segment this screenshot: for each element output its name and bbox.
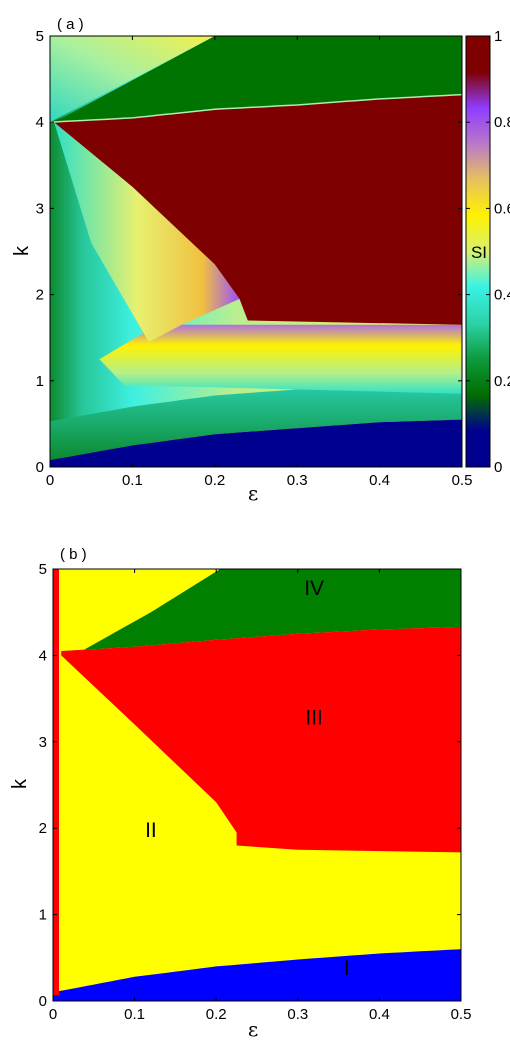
panel-b-label: ( b ) xyxy=(60,546,87,563)
x-tick-label: 0.4 xyxy=(369,472,390,489)
region-iii xyxy=(61,626,461,853)
y-tick-label: 0 xyxy=(36,459,44,476)
colorbar-tick-label: 0 xyxy=(494,459,502,476)
y-tick-label: 2 xyxy=(39,820,47,837)
y-tick-label: 2 xyxy=(36,287,44,304)
upper-boundary-line xyxy=(49,93,463,123)
y-tick-label: 3 xyxy=(39,734,47,751)
y-tick-label: 4 xyxy=(39,647,47,664)
panel-a-y-ticks: 0 1 2 3 4 5 xyxy=(36,28,462,476)
colorbar-tick-label: 1 xyxy=(494,28,502,45)
panel-b-y-ticks: 0 1 2 3 4 5 xyxy=(39,561,461,1010)
colorbar-label: SI xyxy=(471,243,487,262)
panel-a-y-axis-label: k xyxy=(11,245,33,256)
colorbar-tick-label: 0.2 xyxy=(494,373,510,390)
region-i xyxy=(53,949,461,1001)
x-tick-label: 0.3 xyxy=(287,472,308,489)
x-tick-label: 0 xyxy=(49,1006,57,1023)
region-label: II xyxy=(145,819,157,842)
x-tick-label: 0.1 xyxy=(124,1006,145,1023)
y-tick-label: 1 xyxy=(39,907,47,924)
region-iv xyxy=(61,569,461,652)
x-tick-label: 0 xyxy=(46,472,54,489)
si-middle-band xyxy=(99,324,463,394)
x-tick-label: 0.2 xyxy=(206,1006,227,1023)
x-tick-label: 0.5 xyxy=(452,472,473,489)
x-tick-label: 0.5 xyxy=(451,1006,472,1023)
colorbar-ticks: 0 0.2 0.4 0.6 0.8 1 xyxy=(466,28,510,476)
panel-a-frame xyxy=(49,35,463,468)
y-tick-label: 3 xyxy=(36,200,44,217)
panel-b-frame xyxy=(52,568,462,1002)
x-tick-label: 0.4 xyxy=(369,1006,390,1023)
si-wedge xyxy=(54,122,240,342)
panel-b-x-axis-label: ε xyxy=(248,1017,258,1041)
region-label: I xyxy=(344,957,350,980)
x-tick-label: 0.1 xyxy=(122,472,143,489)
colorbar-tick-label: 0.4 xyxy=(494,287,510,304)
panel-a-heatmap xyxy=(49,36,463,467)
y-tick-label: 0 xyxy=(39,993,47,1010)
si-blue-region xyxy=(50,419,462,467)
panel-a: 0 0.1 0.2 0.3 0.4 0.5 0 1 2 3 4 5 ( a ) ε k 0 0.2 0.… xyxy=(11,16,510,505)
colorbar-tick-label: 0.8 xyxy=(494,114,510,131)
colorbar-tick-label: 0.6 xyxy=(494,200,510,217)
x-tick-label: 0.2 xyxy=(204,472,225,489)
region-label: IV xyxy=(304,577,324,600)
x-tick-label: 0.3 xyxy=(287,1006,308,1023)
left-red-strip xyxy=(53,569,59,995)
panel-b-regions xyxy=(53,569,461,1001)
colorbar-gradient xyxy=(465,35,491,468)
y-tick-label: 4 xyxy=(36,114,44,131)
panel-a-x-axis-label: ε xyxy=(248,481,258,505)
colorbar: 0 0.2 0.4 0.6 0.8 1 SI xyxy=(465,28,510,476)
region-label: III xyxy=(305,707,323,730)
si-low-band xyxy=(50,380,462,461)
panel-b-x-ticks: 0 0.1 0.2 0.3 0.4 0.5 xyxy=(49,569,472,1023)
panel-b-y-axis-label: k xyxy=(9,778,31,789)
si-red-region xyxy=(50,94,462,325)
si-green-region xyxy=(50,36,462,123)
si-top-corner xyxy=(50,36,215,123)
panel-a-x-ticks: 0 0.1 0.2 0.3 0.4 0.5 xyxy=(46,36,473,489)
y-tick-label: 5 xyxy=(36,28,44,45)
y-tick-label: 5 xyxy=(39,561,47,578)
y-tick-label: 1 xyxy=(36,373,44,390)
panel-a-label: ( a ) xyxy=(57,16,84,33)
